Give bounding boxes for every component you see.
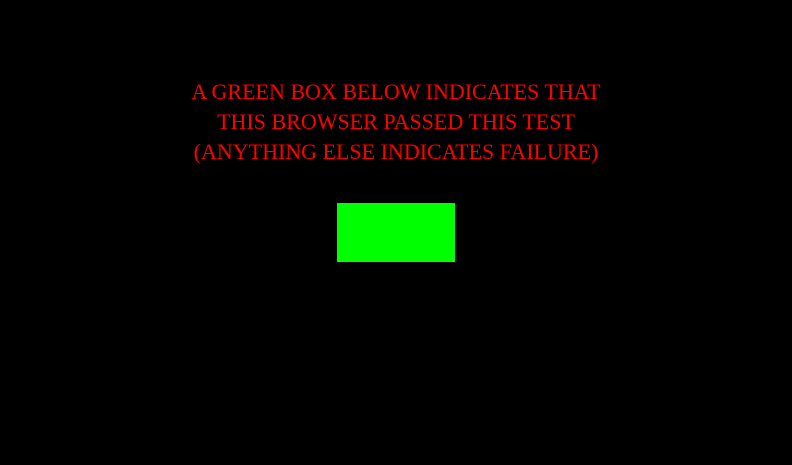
test-instructions: A GREEN BOX BELOW INDICATES THAT THIS BR… [0, 77, 792, 167]
instruction-line-3: (ANYTHING ELSE INDICATES FAILURE) [193, 139, 599, 164]
pass-indicator-box [337, 203, 455, 262]
instruction-line-2: THIS BROWSER PASSED THIS TEST [217, 109, 575, 134]
instruction-line-1: A GREEN BOX BELOW INDICATES THAT [191, 79, 601, 104]
